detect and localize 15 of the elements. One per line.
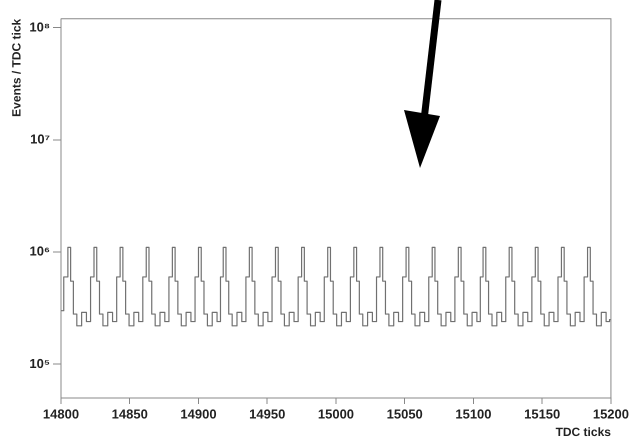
x-tick-label: 15050 (386, 406, 423, 422)
y-tick-label: 10⁶ (30, 244, 50, 259)
x-tick-label: 14900 (180, 406, 217, 422)
y-tick-label: 10⁷ (30, 131, 50, 146)
x-tick-label: 14950 (249, 406, 286, 422)
x-tick-label: 14800 (42, 406, 80, 422)
x-axis-title: TDC ticks (556, 425, 612, 440)
y-tick-label: 10⁵ (29, 356, 50, 371)
x-tick-label: 15200 (592, 406, 630, 422)
x-tick-label: 15100 (455, 406, 492, 422)
y-tick-label: 10⁸ (29, 19, 50, 34)
x-tick-label: 15000 (318, 406, 354, 422)
x-tick-label: 15150 (524, 406, 560, 422)
y-axis-title: Events / TDC tick (10, 18, 24, 117)
x-tick-label: 14850 (112, 406, 148, 422)
